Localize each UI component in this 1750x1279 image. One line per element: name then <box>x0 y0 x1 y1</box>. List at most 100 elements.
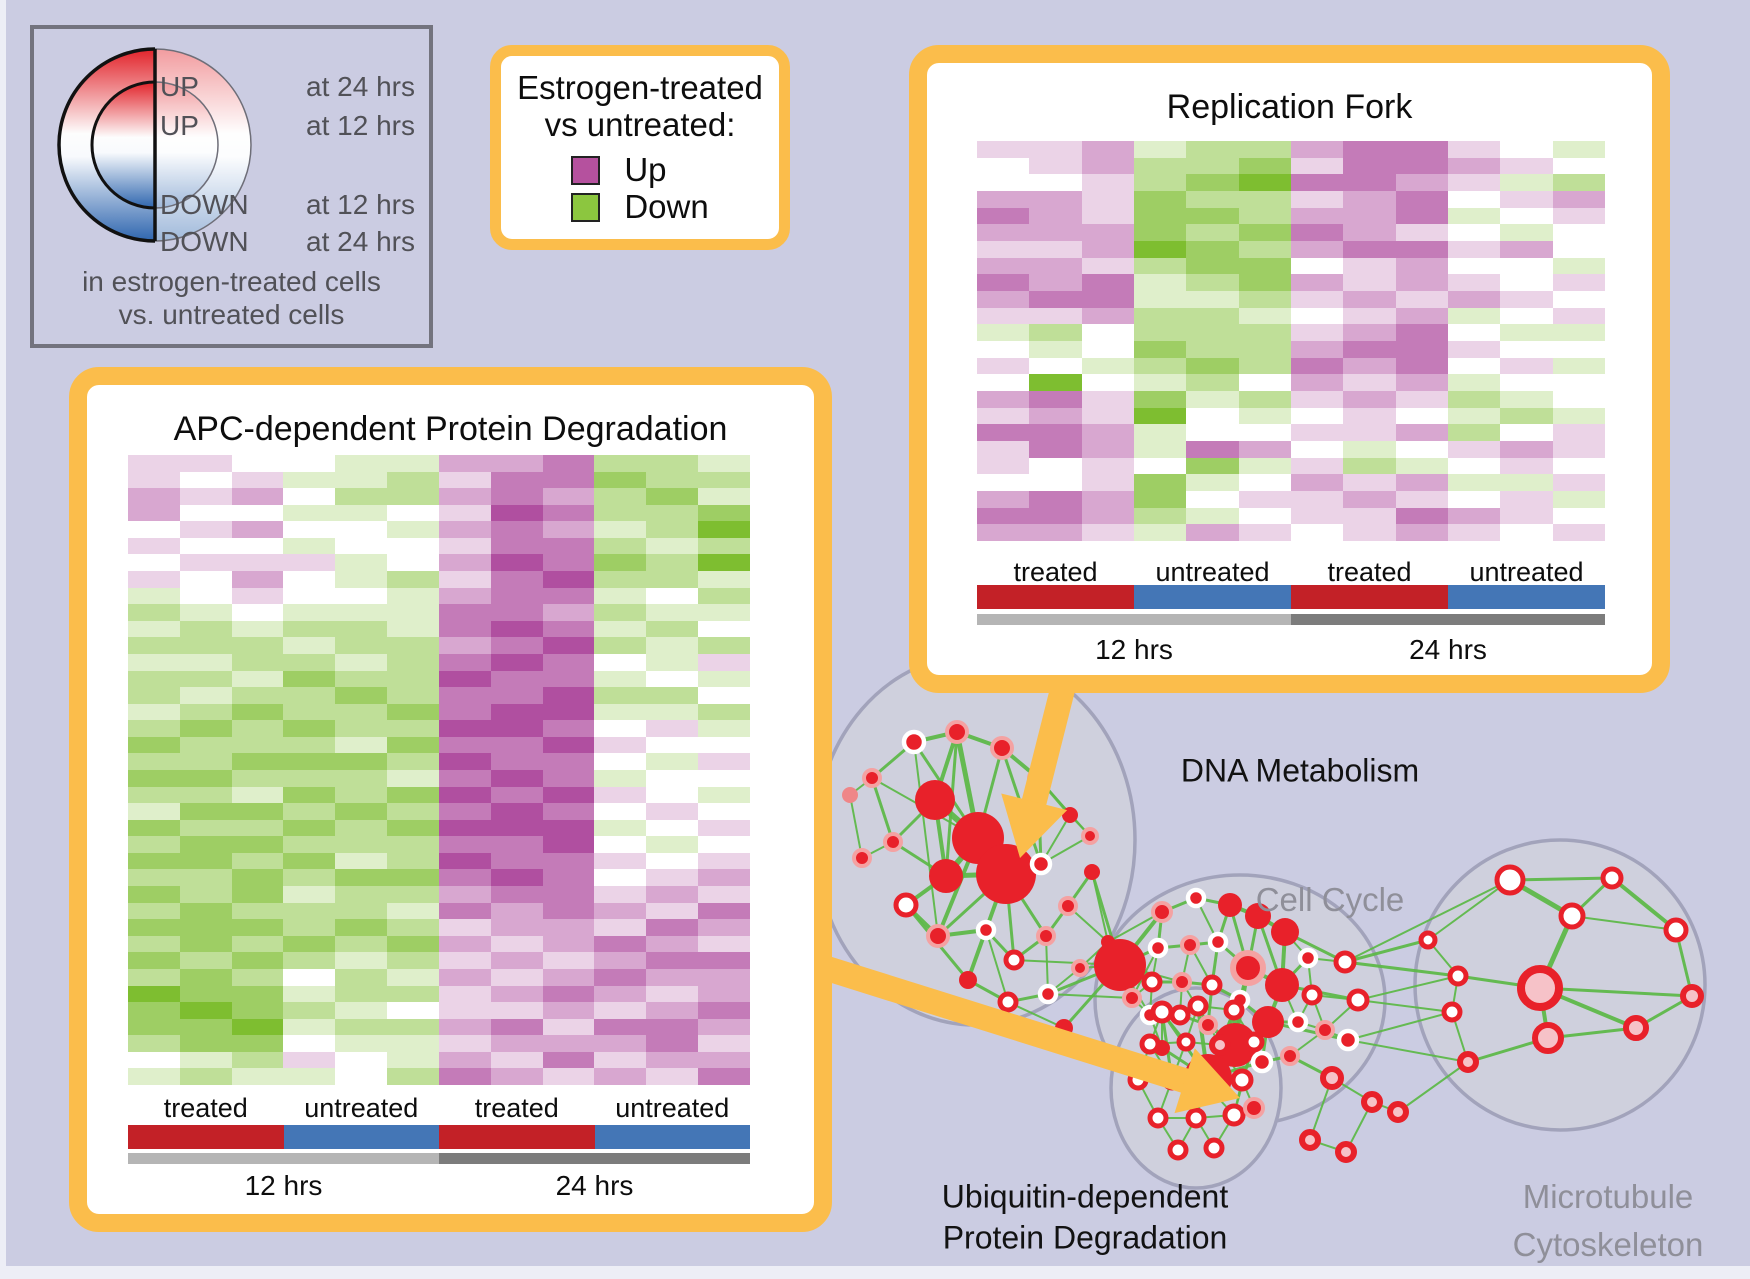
untreated-bar <box>1448 585 1605 609</box>
heatmap-row <box>128 1051 750 1069</box>
network-label-protein-degradation: Protein Degradation <box>942 1219 1228 1256</box>
network-node <box>1558 902 1586 930</box>
network-node <box>1084 864 1100 880</box>
replication-condition-bars <box>977 585 1605 609</box>
heatmap-row <box>128 703 750 721</box>
flow-arrow <box>796 948 1240 1114</box>
heatmap-row <box>977 457 1605 475</box>
heatmap-row <box>128 952 750 969</box>
treated-bar <box>977 585 1134 609</box>
network-node <box>1623 1015 1649 1041</box>
condition-label: untreated <box>1155 557 1270 587</box>
network-node <box>842 787 858 803</box>
heatmap-row <box>977 341 1605 358</box>
network-node <box>1122 988 1142 1008</box>
bar-24hrs <box>439 1153 750 1164</box>
network-node <box>1169 1004 1191 1026</box>
network-node <box>1387 1101 1409 1123</box>
heatmap-row <box>128 670 750 688</box>
heatmap-row <box>128 852 750 870</box>
untreated-bar <box>1134 585 1291 609</box>
replication-time-labels: 12 hrs 24 hrs <box>977 634 1605 668</box>
heatmap-row <box>128 736 750 754</box>
updown-circle-legend: UP at 24 hrs UP at 12 hrs DOWN at 12 hrs… <box>30 25 433 348</box>
network-node <box>1147 937 1169 959</box>
heatmap-row <box>128 1068 750 1085</box>
network-node <box>990 736 1014 760</box>
network-node <box>1271 918 1299 946</box>
network-node <box>1003 949 1025 971</box>
heatmap-row <box>977 424 1605 442</box>
network-node <box>1151 901 1173 923</box>
network-node <box>1250 1050 1274 1074</box>
heatmap-row <box>977 391 1605 408</box>
network-label-dna-metabolism: DNA Metabolism <box>1180 752 1420 789</box>
updown-row-dir: DOWN <box>160 226 249 257</box>
heatmap-row <box>128 687 750 704</box>
treated-bar <box>128 1125 284 1149</box>
heatmap-row <box>977 174 1605 192</box>
network-node <box>1532 1022 1564 1054</box>
heatmap-row <box>977 274 1605 292</box>
heatmap-row <box>128 968 750 986</box>
network-node <box>1265 968 1299 1002</box>
network-node <box>976 844 1036 904</box>
condition-label: treated <box>1013 557 1098 587</box>
network-node <box>1320 1066 1344 1090</box>
network-node <box>945 720 969 744</box>
time-label-12hrs: 12 hrs <box>1095 634 1173 665</box>
heatmap-row <box>128 819 750 837</box>
updown-row-dir: UP <box>160 110 199 141</box>
network-node <box>1167 1139 1189 1161</box>
network-node <box>1517 965 1563 1011</box>
network-node <box>1176 1032 1196 1052</box>
bar-12hrs <box>977 614 1291 625</box>
replication-fork-panel: Replication Fork treated untreated treat… <box>909 45 1670 693</box>
network-node <box>1213 1023 1257 1067</box>
heatmap-row <box>128 620 750 638</box>
network-label-cell-cycle: Cell Cycle <box>1255 881 1405 918</box>
apc-time-labels: 12 hrs 24 hrs <box>128 1170 750 1204</box>
network-node <box>883 832 903 852</box>
network-node <box>1315 1020 1335 1040</box>
heatmap-row <box>977 307 1605 325</box>
up-label: Up <box>624 151 667 189</box>
heatmap-row <box>128 504 750 522</box>
network-node <box>852 848 872 868</box>
heatmap-row <box>977 524 1605 542</box>
replication-fork-title: Replication Fork <box>1166 88 1413 126</box>
heatmap-row <box>128 869 750 887</box>
heatmap-row <box>128 902 750 920</box>
updown-footer-line2: vs. untreated cells <box>118 299 345 330</box>
network-node <box>1336 1028 1360 1052</box>
network-node <box>1207 931 1229 953</box>
network-label-microtubule: Microtubule <box>1522 1178 1694 1215</box>
condition-label: treated <box>163 1093 248 1123</box>
estrogen-color-legend: Estrogen-treated vs untreated: Up Down <box>490 45 790 250</box>
up-swatch-icon <box>571 155 601 185</box>
network-node <box>1071 959 1089 977</box>
heatmap-row <box>128 786 750 804</box>
time-label-24hrs: 24 hrs <box>555 1170 634 1201</box>
time-label-12hrs: 12 hrs <box>244 1170 323 1201</box>
heatmap-row <box>128 836 750 853</box>
network-node <box>1680 984 1704 1008</box>
apc-condition-bars <box>128 1125 750 1149</box>
network-node <box>1185 887 1207 909</box>
network-node <box>1094 939 1146 991</box>
heatmap-row <box>128 587 750 605</box>
heatmap-row <box>977 491 1605 508</box>
updown-row-time: at 24 hrs <box>306 71 415 102</box>
apc-condition-labels: treated untreated treated untreated <box>128 1093 750 1123</box>
updown-row-time: at 12 hrs <box>306 110 415 141</box>
network-node <box>1361 1091 1383 1113</box>
heatmap-row <box>128 720 750 737</box>
network-node <box>1037 983 1059 1005</box>
network-node <box>862 768 882 788</box>
network-node <box>1447 965 1469 987</box>
time-label-24hrs: 24 hrs <box>1409 634 1487 665</box>
heatmap-row <box>128 455 750 472</box>
network-node <box>1297 947 1319 969</box>
network-node <box>1036 926 1056 946</box>
heatmap-row <box>128 919 750 936</box>
